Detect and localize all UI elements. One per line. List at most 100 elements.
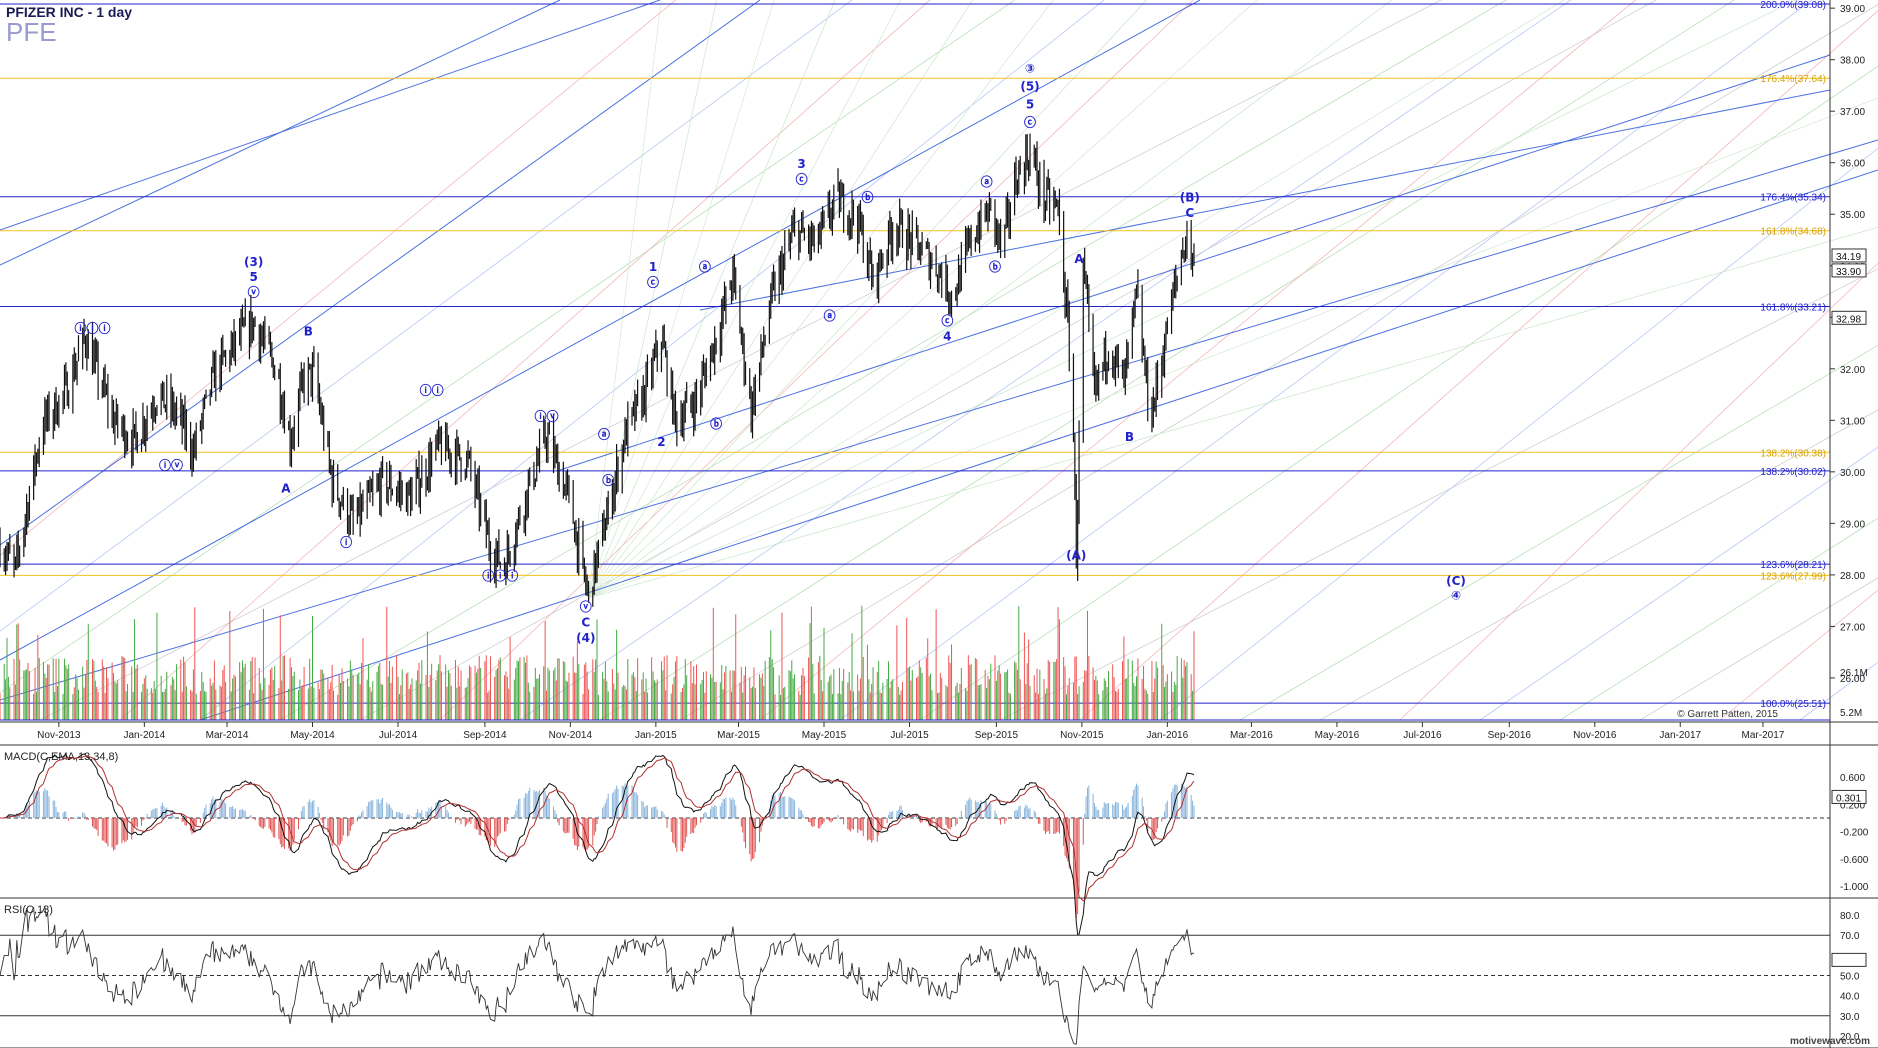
wave-label: B [304,324,313,338]
fan-line [1319,409,1878,721]
x-tick-label: Mar-2017 [1742,730,1785,741]
rsi-panel[interactable]: RSI(C,13) 80.070.057.550.040.030.020.0 [0,898,1878,1048]
wave-label: (A) [1066,548,1086,562]
brand-watermark: motivewave.com [1790,1036,1870,1047]
price-panel[interactable]: 200.0%(39.08) 176.4%(35.34) 161.8%(33.21) 1… [0,0,1878,721]
fan-ray [588,0,974,599]
fan-ray [588,0,662,599]
wave-label: 5 [249,270,257,284]
wave-label: ⓐ [981,174,993,189]
wave-label: ⓘⓘⓘ [482,568,518,583]
macd-panel[interactable]: MACD(C,EMA,13,34,8) 0.6000.200-0.200-0.6… [0,744,1878,936]
wave-label: ⓥ [580,599,592,614]
price-tag-label: 33.90 [1836,267,1861,278]
y-tick-label: 29.00 [1840,519,1865,530]
wave-label: ⓑ [989,259,1001,274]
x-tick-label: Mar-2016 [1230,730,1273,741]
rsi-tick-label: 70.0 [1840,931,1860,942]
wave-label: 2 [657,435,665,449]
fib-levels-blue: 200.0%(39.08) 176.4%(35.34) 161.8%(33.21) 1… [0,0,1830,710]
price-tag [1831,310,1867,325]
fan-line [1239,344,1878,721]
fan-line [359,0,1657,721]
wave-label: A [281,481,291,495]
wave-label: ⓑ [861,189,873,204]
wave-label: (C) [1446,574,1466,588]
wave-label: 1 [649,260,657,274]
y-tick-label: 28.00 [1840,571,1865,582]
wave-label: ⓒ [1024,115,1036,130]
x-tick-label: Nov-2013 [37,730,81,741]
rsi-tick-label: 40.0 [1840,992,1860,1003]
wave-label: (4) [576,631,595,645]
copyright-note: © Garrett Patten, 2015 [1677,709,1778,720]
wave-label: ⓘⓥ [535,408,559,423]
symbol-watermark: PFE [6,17,57,47]
wave-label: ⓒ [941,313,953,328]
x-tick-label: Sep-2016 [1488,730,1532,741]
fib-label: 176.4%(37.64) [1760,74,1826,85]
channel-line [0,0,761,546]
chart-title: PFIZER INC - 1 day [6,4,132,20]
macd-tick-label: -0.600 [1840,855,1869,866]
x-tick-label: May-2015 [802,730,847,741]
fan-line [1159,147,1878,721]
fib-label: 176.4%(35.34) [1760,193,1826,204]
fib-label: 161.8%(33.21) [1760,302,1826,313]
x-tick-label: Jan-2015 [635,730,677,741]
macd-value-tag [1831,789,1867,804]
rsi-line [0,905,1195,1045]
x-tick-label: Nov-2014 [549,730,593,741]
channel-lines [0,0,1878,721]
channel-line [699,89,1831,311]
wave-label: (5) [1020,80,1039,94]
fan-ray [588,97,1878,599]
macd-tick-label: -0.200 [1840,828,1869,839]
x-tick-label: Jan-2017 [1659,730,1701,741]
price-bars [0,133,1195,607]
rsi-tick-label: 30.0 [1840,1012,1860,1023]
wave-label: 3 [797,157,805,171]
volume-max-label: 26.1M [1840,668,1868,679]
x-tick-label: Nov-2016 [1573,730,1617,741]
macd-signal-line [0,755,1195,902]
fan-line [1559,517,1878,721]
channel-line [0,0,661,231]
rsi-tick-label: 20.0 [1840,1032,1860,1043]
wave-label: C [581,615,590,629]
macd-tick-label: 0.200 [1840,800,1865,811]
price-tag [1831,263,1867,278]
wave-label: ⓐ [598,426,610,441]
channel-line [0,0,1201,661]
wave-label: B [1125,430,1134,444]
fan-line [519,0,1572,721]
fan-ray [588,0,1148,599]
fib-label: 123.6%(28.21) [1760,560,1826,571]
x-tick-label: May-2014 [290,730,335,741]
y-tick-label: 37.00 [1840,107,1865,118]
fan-ray [588,0,1258,599]
price-tag-label: 34.19 [1836,252,1861,263]
time-axis[interactable]: Nov-2013 Jan-2014 Mar-2014 May-2014 Jul-2014… [0,721,1878,741]
wave-label: ⓑ [602,473,614,488]
fan-ray [588,0,836,599]
wave-label: ⓐ [699,259,711,274]
channel-line [199,169,1878,721]
wave-label: (3) [244,255,263,269]
channel-line [559,54,1831,471]
wave-label: 4 [943,329,951,343]
price-tag [1831,248,1867,263]
fan-ray [588,0,1797,599]
wave-label: ⓒ [647,274,659,289]
rsi-tick-label: 80.0 [1840,911,1860,922]
fan-line [999,268,1878,721]
fib-label: 100.0%(25.51) [1760,699,1826,710]
price-axis[interactable]: 39.0038.0037.0036.0035.0034.0033.0032.00… [1829,0,1868,745]
fib-label: 200.0%(39.08) [1760,0,1826,11]
x-tick-label: Nov-2015 [1060,730,1104,741]
x-tick-label: Mar-2014 [206,730,249,741]
wave-label: ⓒ [796,171,808,186]
x-tick-label: Sep-2015 [975,730,1019,741]
